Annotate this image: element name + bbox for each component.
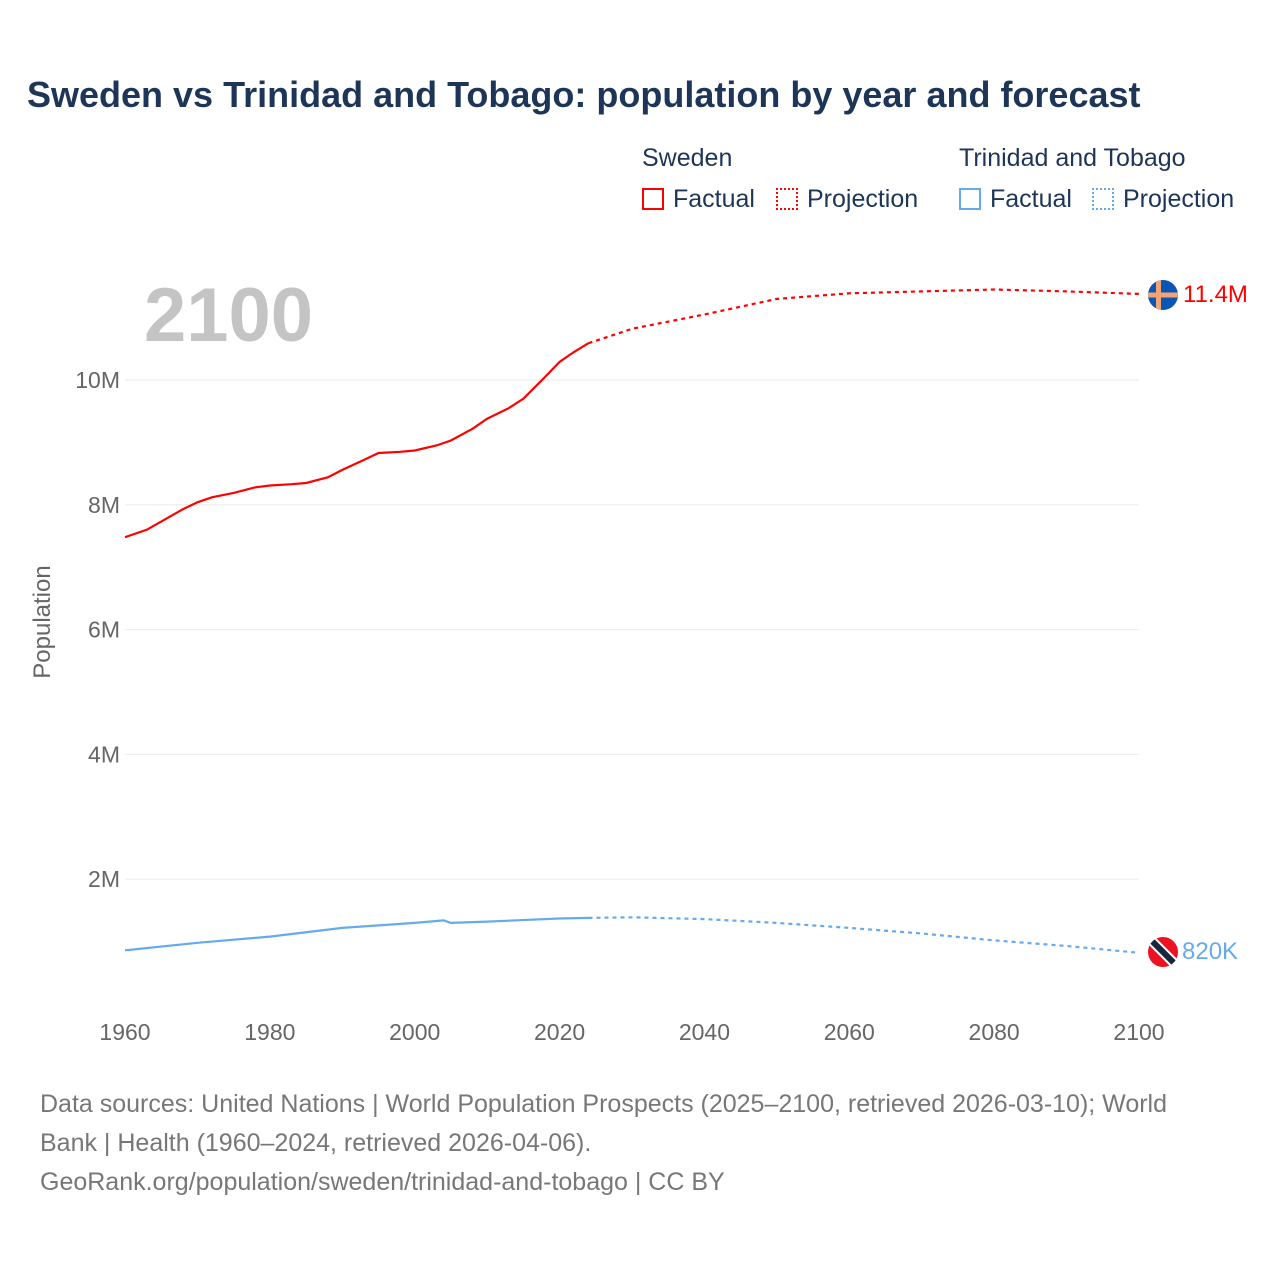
x-tick-label: 2020 — [534, 1019, 585, 1045]
legend-swatch-trinidad-factual[interactable] — [959, 188, 981, 210]
y-axis-label: Population — [29, 565, 56, 678]
legend-swatch-sweden-factual[interactable] — [642, 188, 664, 210]
chart-title: Sweden vs Trinidad and Tobago: populatio… — [27, 74, 1141, 115]
legend-group-sweden: Sweden — [642, 144, 733, 172]
y-tick-label: 6M — [88, 617, 120, 643]
legend-sweden-projection[interactable]: Projection — [807, 185, 919, 213]
sweden-flag-icon — [1148, 280, 1178, 310]
y-tick-label: 2M — [88, 866, 120, 892]
x-tick-label: 2040 — [679, 1019, 730, 1045]
series-line-trinidad-and-tobago-projection — [588, 916, 1140, 954]
legend-swatch-sweden-projection[interactable] — [776, 188, 798, 210]
trinidad-flag-icon — [1148, 937, 1178, 967]
y-tick-label: 10M — [75, 367, 120, 393]
legend-sweden-factual[interactable]: Factual — [673, 185, 755, 213]
series-line-sweden-projection — [588, 288, 1140, 345]
footer-sources-1: Data sources: United Nations | World Pop… — [40, 1090, 1168, 1118]
sweden-end-label: 11.4M — [1183, 281, 1248, 308]
legend-trinidad-factual[interactable]: Factual — [990, 185, 1072, 213]
year-label: 2100 — [144, 273, 314, 358]
x-tick-label: 1960 — [99, 1019, 150, 1045]
y-tick-label: 8M — [88, 492, 120, 518]
x-tick-label: 1980 — [244, 1019, 295, 1045]
legend-group-trinidad: Trinidad and Tobago — [959, 144, 1186, 172]
x-tick-label: 2000 — [389, 1019, 440, 1045]
series-line-sweden-factual — [124, 342, 590, 539]
legend-trinidad-projection[interactable]: Projection — [1123, 185, 1235, 213]
x-tick-label: 2080 — [969, 1019, 1020, 1045]
footer-link[interactable]: GeoRank.org/population/sweden/trinidad-a… — [40, 1168, 725, 1196]
trinidad-end-label: 820K — [1182, 938, 1238, 965]
legend-swatch-trinidad-projection[interactable] — [1092, 188, 1114, 210]
footer-sources-2: Bank | Health (1960–2024, retrieved 2026… — [40, 1129, 592, 1157]
series-line-trinidad-and-tobago-factual — [124, 916, 589, 952]
y-tick-label: 4M — [88, 741, 120, 767]
x-tick-label: 2060 — [824, 1019, 875, 1045]
x-tick-label: 2100 — [1113, 1019, 1164, 1045]
